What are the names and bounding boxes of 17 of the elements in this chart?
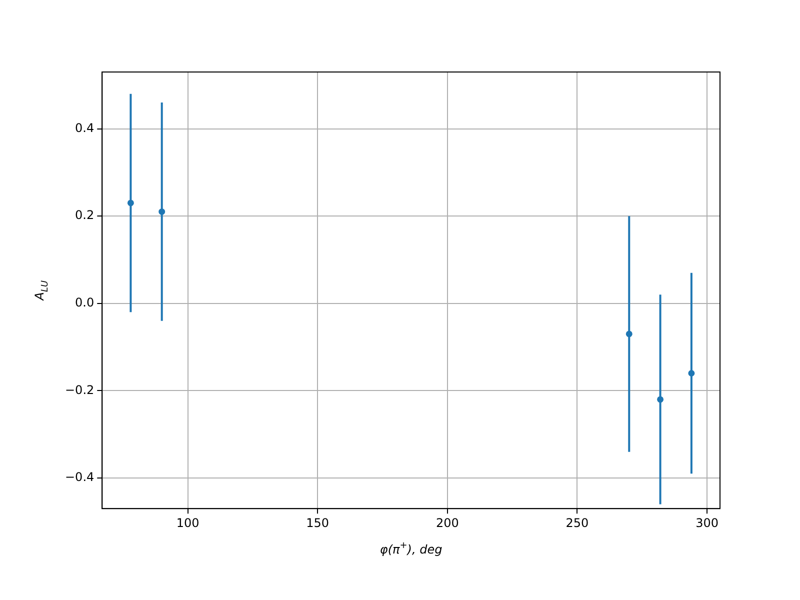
x-tick-label: 100 bbox=[176, 516, 200, 530]
x-axis-title: φ(π+), deg bbox=[380, 540, 443, 557]
x-tick-label: 150 bbox=[306, 516, 330, 530]
x-tick-label: 300 bbox=[696, 516, 718, 530]
x-tick-label: 200 bbox=[436, 516, 459, 530]
point bbox=[127, 200, 134, 206]
point bbox=[626, 330, 632, 338]
y-tick-label: −0.2 bbox=[65, 382, 94, 397]
y-axis-title: ALU bbox=[32, 280, 50, 302]
x-tick-label: 250 bbox=[566, 516, 589, 530]
point bbox=[158, 208, 166, 215]
y-tick-label: 0.0 bbox=[75, 296, 94, 310]
point bbox=[657, 396, 664, 403]
y-tick-label: 0.2 bbox=[75, 208, 94, 222]
y-tick-label: 0.4 bbox=[75, 120, 94, 135]
y-tick-label: −0.4 bbox=[65, 470, 94, 484]
point bbox=[688, 370, 695, 377]
